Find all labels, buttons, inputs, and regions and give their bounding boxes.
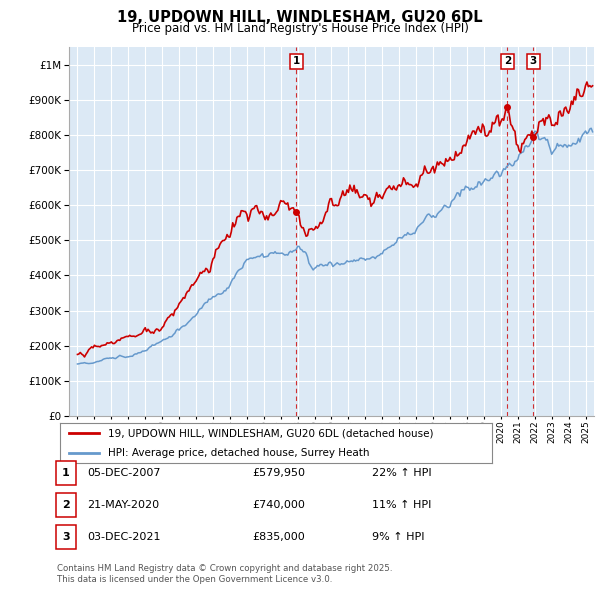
Text: £835,000: £835,000 [252, 532, 305, 542]
Text: Price paid vs. HM Land Registry's House Price Index (HPI): Price paid vs. HM Land Registry's House … [131, 22, 469, 35]
Text: 1: 1 [62, 468, 70, 478]
Text: 21-MAY-2020: 21-MAY-2020 [87, 500, 159, 510]
Text: 3: 3 [62, 532, 70, 542]
Text: HPI: Average price, detached house, Surrey Heath: HPI: Average price, detached house, Surr… [107, 448, 369, 458]
Text: 9% ↑ HPI: 9% ↑ HPI [372, 532, 425, 542]
Text: 19, UPDOWN HILL, WINDLESHAM, GU20 6DL: 19, UPDOWN HILL, WINDLESHAM, GU20 6DL [117, 10, 483, 25]
Text: 3: 3 [530, 57, 537, 67]
Text: 2: 2 [62, 500, 70, 510]
Text: £740,000: £740,000 [252, 500, 305, 510]
Text: 1: 1 [293, 57, 300, 67]
Text: 05-DEC-2007: 05-DEC-2007 [87, 468, 161, 478]
Text: 11% ↑ HPI: 11% ↑ HPI [372, 500, 431, 510]
Text: 03-DEC-2021: 03-DEC-2021 [87, 532, 161, 542]
Text: This data is licensed under the Open Government Licence v3.0.: This data is licensed under the Open Gov… [57, 575, 332, 584]
Text: £579,950: £579,950 [252, 468, 305, 478]
Text: 19, UPDOWN HILL, WINDLESHAM, GU20 6DL (detached house): 19, UPDOWN HILL, WINDLESHAM, GU20 6DL (d… [107, 428, 433, 438]
Text: 22% ↑ HPI: 22% ↑ HPI [372, 468, 431, 478]
Text: 2: 2 [503, 57, 511, 67]
Text: Contains HM Land Registry data © Crown copyright and database right 2025.: Contains HM Land Registry data © Crown c… [57, 565, 392, 573]
